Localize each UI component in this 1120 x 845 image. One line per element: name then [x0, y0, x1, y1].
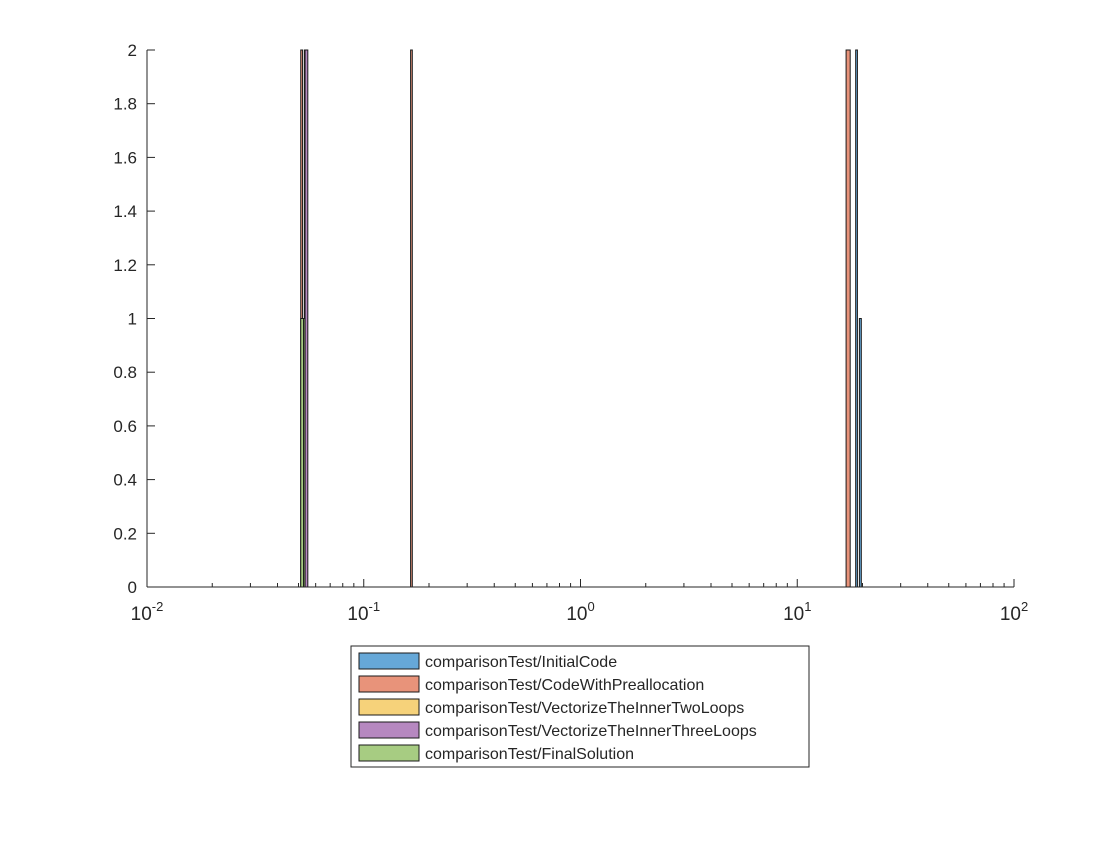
y-tick-label: 1.4	[113, 202, 137, 221]
legend-label: comparisonTest/VectorizeTheInnerTwoLoops	[425, 700, 744, 717]
x-tick-label: 100	[566, 599, 594, 625]
y-tick-label: 0.8	[113, 363, 137, 382]
y-tick-label: 1.2	[113, 256, 137, 275]
y-tick-label: 0.4	[113, 471, 137, 490]
y-tick-label: 0	[128, 578, 137, 597]
x-tick-label-exponent: 0	[587, 599, 594, 614]
legend-box	[350, 645, 810, 768]
y-tick-label: 0.2	[113, 524, 137, 543]
legend-label: comparisonTest/InitialCode	[425, 654, 617, 671]
legend-swatch	[358, 744, 420, 762]
x-tick-label-exponent: 2	[1021, 599, 1028, 614]
x-tick-label-base: 10	[783, 604, 804, 625]
histogram-bar	[303, 318, 306, 588]
legend-swatch	[358, 698, 420, 716]
legend-label: comparisonTest/VectorizeTheInnerThreeLoo…	[425, 723, 757, 740]
y-tick-label: 2	[128, 41, 137, 60]
histogram-bar	[845, 49, 851, 588]
x-tick-label-exponent: -2	[152, 599, 164, 614]
x-tick-label-exponent: 1	[804, 599, 811, 614]
legend-label: comparisonTest/CodeWithPreallocation	[425, 677, 704, 694]
x-tick-label: 10-2	[131, 599, 164, 625]
legend-swatch	[358, 721, 420, 739]
y-tick-label: 1	[128, 310, 137, 329]
x-tick-label-base: 10	[347, 604, 368, 625]
x-tick-label-base: 10	[566, 604, 587, 625]
x-tick-label: 10-1	[347, 599, 380, 625]
histogram-bar	[410, 49, 413, 588]
y-tick-label: 0.6	[113, 417, 137, 436]
y-tick-label: 1.8	[113, 95, 137, 114]
x-tick-label-base: 10	[1000, 604, 1021, 625]
legend-label: comparisonTest/FinalSolution	[425, 746, 634, 763]
histogram-bar	[855, 49, 858, 588]
x-tick-label-base: 10	[131, 604, 152, 625]
histogram-bar	[858, 318, 862, 588]
legend-swatch	[358, 675, 420, 693]
x-tick-label: 101	[783, 599, 811, 625]
legend-swatch	[358, 652, 420, 670]
x-tick-label: 102	[1000, 599, 1028, 625]
x-tick-label-exponent: -1	[369, 599, 381, 614]
y-tick-label: 1.6	[113, 148, 137, 167]
